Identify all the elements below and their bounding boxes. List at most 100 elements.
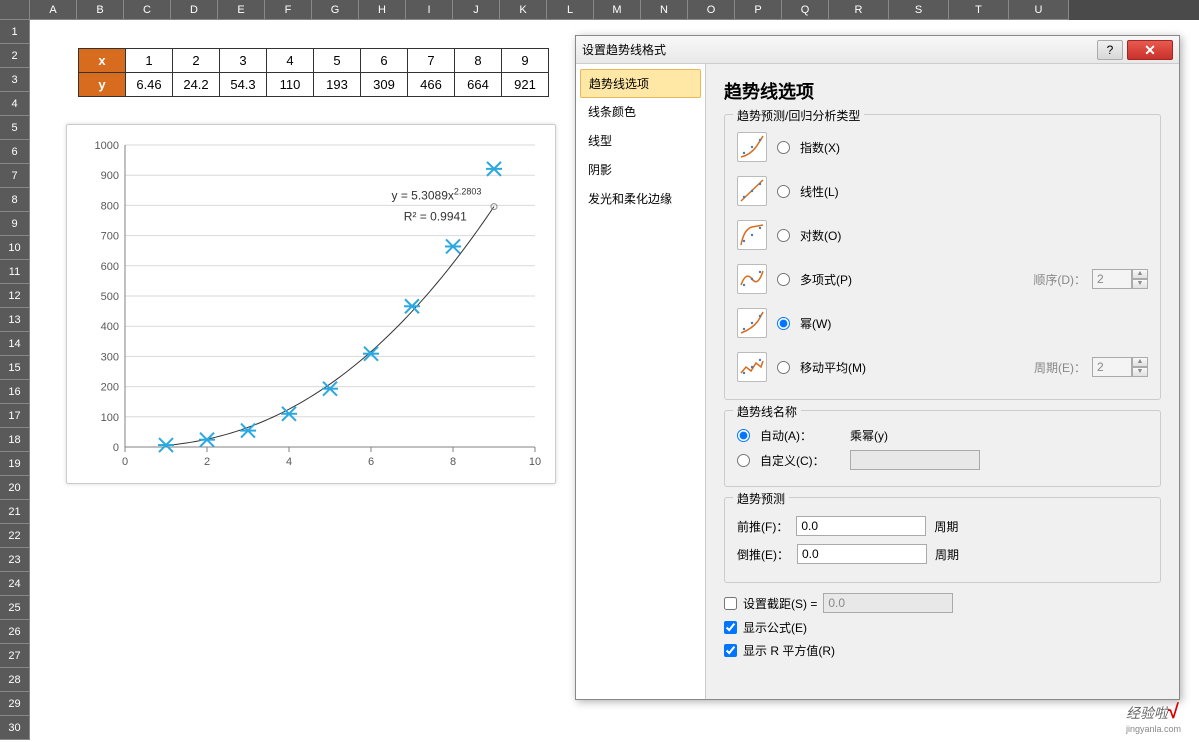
regression-option-linear[interactable]: 线性(L) bbox=[737, 169, 1148, 213]
regression-option-power[interactable]: 幂(W) bbox=[737, 301, 1148, 345]
cell[interactable]: 9 bbox=[502, 49, 549, 73]
row-header[interactable]: 8 bbox=[0, 188, 30, 212]
col-header[interactable]: O bbox=[688, 0, 735, 20]
row-header[interactable]: 23 bbox=[0, 548, 30, 572]
row-header[interactable]: 21 bbox=[0, 500, 30, 524]
col-header[interactable]: S bbox=[889, 0, 949, 20]
col-header[interactable]: R bbox=[829, 0, 889, 20]
col-header[interactable]: G bbox=[312, 0, 359, 20]
name-custom-input[interactable] bbox=[850, 450, 980, 470]
row-header[interactable]: 9 bbox=[0, 212, 30, 236]
sidebar-item-line-color[interactable]: 线条颜色 bbox=[576, 97, 705, 126]
col-header[interactable]: F bbox=[265, 0, 312, 20]
row-header[interactable]: 12 bbox=[0, 284, 30, 308]
regression-radio-linear[interactable] bbox=[777, 185, 790, 198]
col-header[interactable]: C bbox=[124, 0, 171, 20]
row-header[interactable]: 7 bbox=[0, 164, 30, 188]
col-header[interactable]: P bbox=[735, 0, 782, 20]
regression-radio-log[interactable] bbox=[777, 229, 790, 242]
cell[interactable]: 3 bbox=[220, 49, 267, 73]
row-header[interactable]: 20 bbox=[0, 476, 30, 500]
sidebar-item-trendline-options[interactable]: 趋势线选项 bbox=[580, 69, 701, 98]
forward-input[interactable] bbox=[796, 516, 926, 536]
col-header[interactable]: B bbox=[77, 0, 124, 20]
cell[interactable]: 664 bbox=[455, 73, 502, 97]
spin-down[interactable]: ▼ bbox=[1132, 279, 1148, 289]
cell[interactable]: 193 bbox=[314, 73, 361, 97]
row-header[interactable]: 13 bbox=[0, 308, 30, 332]
cell[interactable]: 921 bbox=[502, 73, 549, 97]
row-header[interactable]: 26 bbox=[0, 620, 30, 644]
cell[interactable]: 110 bbox=[267, 73, 314, 97]
row-header[interactable]: 17 bbox=[0, 404, 30, 428]
backward-input[interactable] bbox=[797, 544, 927, 564]
regression-radio-movavg[interactable] bbox=[777, 361, 790, 374]
row-header[interactable]: 2 bbox=[0, 44, 30, 68]
select-all-corner[interactable] bbox=[0, 0, 30, 20]
spin-up[interactable]: ▲ bbox=[1132, 357, 1148, 367]
col-header[interactable]: U bbox=[1009, 0, 1069, 20]
regression-option-exp[interactable]: 指数(X) bbox=[737, 125, 1148, 169]
show-equation-checkbox[interactable] bbox=[724, 621, 737, 634]
col-header[interactable]: T bbox=[949, 0, 1009, 20]
help-button[interactable]: ? bbox=[1097, 40, 1123, 60]
row-header[interactable]: 4 bbox=[0, 92, 30, 116]
close-button[interactable]: ✕ bbox=[1127, 40, 1173, 60]
row-header[interactable]: 19 bbox=[0, 452, 30, 476]
cell[interactable]: 466 bbox=[408, 73, 455, 97]
regression-option-log[interactable]: 对数(O) bbox=[737, 213, 1148, 257]
row-header[interactable]: 29 bbox=[0, 692, 30, 716]
regression-option-poly[interactable]: 多项式(P)顺序(D)：▲▼ bbox=[737, 257, 1148, 301]
row-header[interactable]: 30 bbox=[0, 716, 30, 740]
intercept-checkbox[interactable] bbox=[724, 597, 737, 610]
cell[interactable]: 24.2 bbox=[173, 73, 220, 97]
row-header[interactable]: 3 bbox=[0, 68, 30, 92]
name-custom-radio[interactable] bbox=[737, 454, 750, 467]
cell[interactable]: 4 bbox=[267, 49, 314, 73]
col-header[interactable]: E bbox=[218, 0, 265, 20]
dialog-titlebar[interactable]: 设置趋势线格式 ? ✕ bbox=[576, 36, 1179, 64]
col-header[interactable]: H bbox=[359, 0, 406, 20]
regression-radio-exp[interactable] bbox=[777, 141, 790, 154]
row-header[interactable]: 27 bbox=[0, 644, 30, 668]
cell[interactable]: 8 bbox=[455, 49, 502, 73]
col-header[interactable]: M bbox=[594, 0, 641, 20]
row-header[interactable]: 28 bbox=[0, 668, 30, 692]
row-header[interactable]: 18 bbox=[0, 428, 30, 452]
row-header[interactable]: 24 bbox=[0, 572, 30, 596]
cell[interactable]: 2 bbox=[173, 49, 220, 73]
regression-radio-poly[interactable] bbox=[777, 273, 790, 286]
row-header[interactable]: 11 bbox=[0, 260, 30, 284]
sidebar-item-glow[interactable]: 发光和柔化边缘 bbox=[576, 184, 705, 213]
chart[interactable]: 010020030040050060070080090010000246810y… bbox=[66, 124, 556, 484]
row-header[interactable]: 6 bbox=[0, 140, 30, 164]
cell[interactable]: 5 bbox=[314, 49, 361, 73]
row-header[interactable]: 25 bbox=[0, 596, 30, 620]
cell[interactable]: 1 bbox=[126, 49, 173, 73]
show-r2-checkbox[interactable] bbox=[724, 644, 737, 657]
sidebar-item-shadow[interactable]: 阴影 bbox=[576, 155, 705, 184]
spin-down[interactable]: ▼ bbox=[1132, 367, 1148, 377]
regression-radio-power[interactable] bbox=[777, 317, 790, 330]
regression-option-movavg[interactable]: 移动平均(M)周期(E)：▲▼ bbox=[737, 345, 1148, 389]
col-header[interactable]: L bbox=[547, 0, 594, 20]
col-header[interactable]: D bbox=[171, 0, 218, 20]
cell[interactable]: 54.3 bbox=[220, 73, 267, 97]
row-header[interactable]: 1 bbox=[0, 20, 30, 44]
col-header[interactable]: K bbox=[500, 0, 547, 20]
cell[interactable]: 6 bbox=[361, 49, 408, 73]
col-header[interactable]: J bbox=[453, 0, 500, 20]
spin-up[interactable]: ▲ bbox=[1132, 269, 1148, 279]
col-header[interactable]: N bbox=[641, 0, 688, 20]
cell[interactable]: 6.46 bbox=[126, 73, 173, 97]
sidebar-item-line-style[interactable]: 线型 bbox=[576, 126, 705, 155]
row-header[interactable]: 15 bbox=[0, 356, 30, 380]
row-header[interactable]: 10 bbox=[0, 236, 30, 260]
row-header[interactable]: 5 bbox=[0, 116, 30, 140]
row-header[interactable]: 16 bbox=[0, 380, 30, 404]
col-header[interactable]: A bbox=[30, 0, 77, 20]
col-header[interactable]: Q bbox=[782, 0, 829, 20]
row-header[interactable]: 22 bbox=[0, 524, 30, 548]
cell[interactable]: 309 bbox=[361, 73, 408, 97]
cell[interactable]: 7 bbox=[408, 49, 455, 73]
